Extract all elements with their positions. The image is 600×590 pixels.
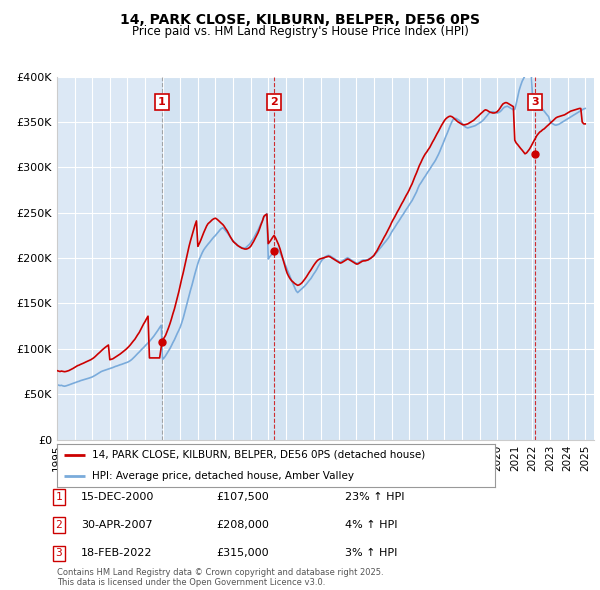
Text: HPI: Average price, detached house, Amber Valley: HPI: Average price, detached house, Ambe…	[92, 471, 354, 481]
Text: 23% ↑ HPI: 23% ↑ HPI	[345, 492, 404, 502]
Text: £315,000: £315,000	[216, 549, 269, 558]
Text: £107,500: £107,500	[216, 492, 269, 502]
Text: 3% ↑ HPI: 3% ↑ HPI	[345, 549, 397, 558]
Text: 3: 3	[55, 549, 62, 558]
Bar	[274, 77, 535, 440]
Bar	[162, 77, 274, 440]
Text: £208,000: £208,000	[216, 520, 269, 530]
Bar	[535, 77, 594, 440]
Text: 1: 1	[158, 97, 166, 107]
Text: 30-APR-2007: 30-APR-2007	[81, 520, 152, 530]
Text: Price paid vs. HM Land Registry's House Price Index (HPI): Price paid vs. HM Land Registry's House …	[131, 25, 469, 38]
Text: 14, PARK CLOSE, KILBURN, BELPER, DE56 0PS (detached house): 14, PARK CLOSE, KILBURN, BELPER, DE56 0P…	[92, 450, 425, 460]
Text: 18-FEB-2022: 18-FEB-2022	[81, 549, 152, 558]
Text: 3: 3	[531, 97, 538, 107]
Text: 2: 2	[270, 97, 278, 107]
Text: 4% ↑ HPI: 4% ↑ HPI	[345, 520, 398, 530]
Text: 1: 1	[55, 492, 62, 502]
Text: 15-DEC-2000: 15-DEC-2000	[81, 492, 154, 502]
Text: 2: 2	[55, 520, 62, 530]
Text: Contains HM Land Registry data © Crown copyright and database right 2025.
This d: Contains HM Land Registry data © Crown c…	[57, 568, 383, 587]
Text: 14, PARK CLOSE, KILBURN, BELPER, DE56 0PS: 14, PARK CLOSE, KILBURN, BELPER, DE56 0P…	[120, 13, 480, 27]
